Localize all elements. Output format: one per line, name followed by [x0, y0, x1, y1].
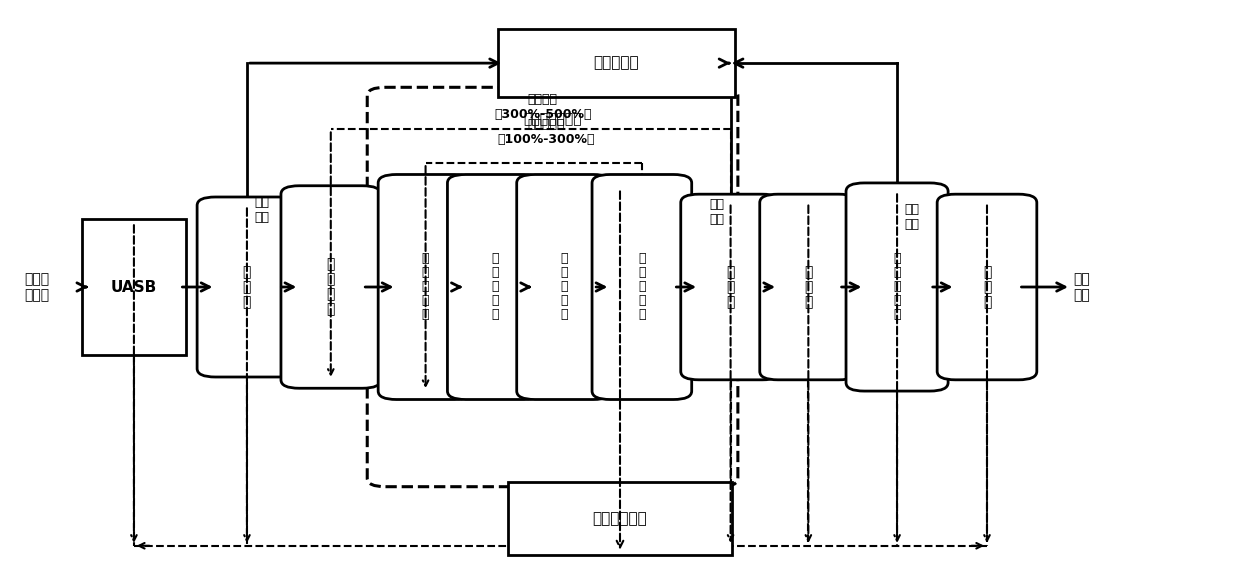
FancyBboxPatch shape: [197, 197, 296, 377]
FancyBboxPatch shape: [448, 174, 542, 400]
FancyBboxPatch shape: [681, 194, 780, 380]
FancyBboxPatch shape: [378, 174, 472, 400]
Text: 清
水
池: 清 水 池: [983, 265, 991, 309]
Text: 初
沉
池: 初 沉 池: [243, 265, 252, 309]
FancyBboxPatch shape: [846, 183, 949, 391]
Text: 反
硝
化
池: 反 硝 化 池: [326, 257, 335, 317]
Text: 废气处理设施: 废气处理设施: [593, 511, 647, 526]
FancyBboxPatch shape: [760, 194, 857, 380]
FancyBboxPatch shape: [591, 174, 692, 400]
Text: 污泥回流
（300%-500%）: 污泥回流 （300%-500%）: [494, 93, 591, 121]
Text: 剩余
污泥: 剩余 污泥: [709, 197, 724, 226]
FancyBboxPatch shape: [281, 186, 381, 388]
Text: 物
化
沉
淀
池: 物 化 沉 淀 池: [893, 253, 900, 321]
FancyBboxPatch shape: [82, 219, 186, 355]
Text: 污泥压滤机: 污泥压滤机: [594, 56, 639, 71]
Text: 二
沉
池: 二 沉 池: [727, 265, 735, 309]
FancyBboxPatch shape: [507, 482, 733, 555]
Text: UASB: UASB: [110, 280, 157, 294]
Text: 多段微氧化系统: 多段微氧化系统: [523, 113, 582, 127]
Text: 一
级
微
氧
池: 一 级 微 氧 池: [422, 253, 429, 321]
Text: 物化
污泥: 物化 污泥: [904, 203, 919, 231]
Text: 达标
排放: 达标 排放: [1074, 272, 1090, 302]
Text: 初沉
污泥: 初沉 污泥: [254, 196, 269, 224]
Text: 四
级
微
氧
池: 四 级 微 氧 池: [639, 253, 646, 321]
Text: 转运站
渗滤液: 转运站 渗滤液: [25, 272, 50, 302]
Text: 三
级
微
氧
池: 三 级 微 氧 池: [560, 253, 568, 321]
FancyBboxPatch shape: [498, 29, 735, 97]
Text: 混合液回流
（100%-300%）: 混合液回流 （100%-300%）: [497, 118, 595, 146]
FancyBboxPatch shape: [937, 194, 1037, 380]
Text: 混
凝
池: 混 凝 池: [805, 265, 812, 309]
FancyBboxPatch shape: [517, 174, 611, 400]
Text: 二
级
微
氧
池: 二 级 微 氧 池: [491, 253, 498, 321]
